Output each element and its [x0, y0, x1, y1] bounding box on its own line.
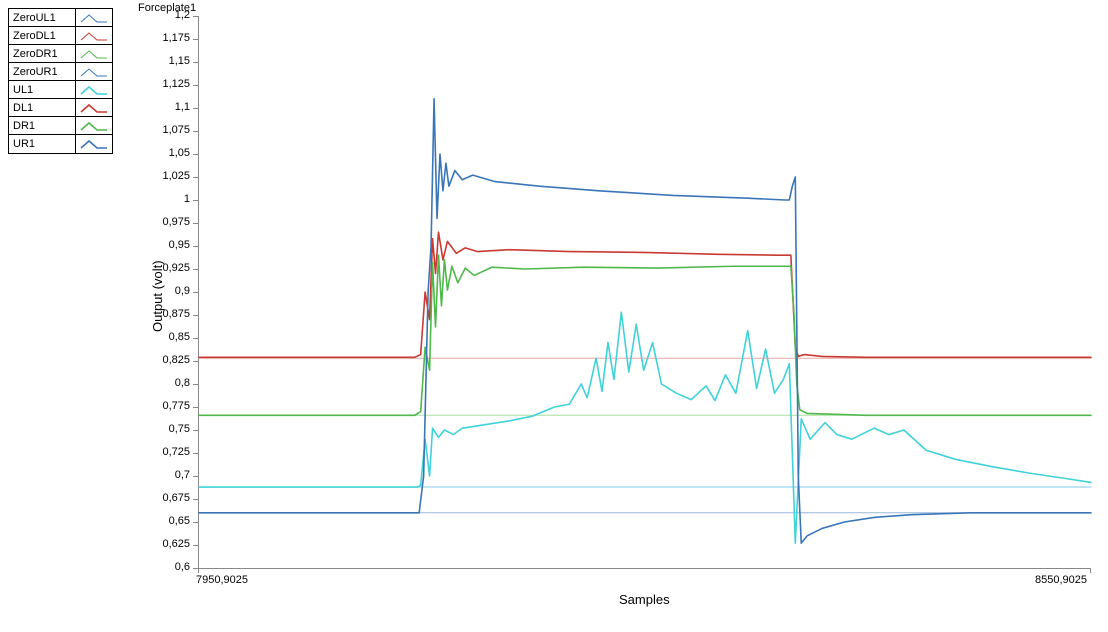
y-tick — [193, 246, 198, 247]
y-tick — [193, 430, 198, 431]
y-tick — [193, 16, 198, 17]
y-tick-label: 0,65 — [169, 515, 190, 527]
y-tick-label: 0,8 — [175, 377, 190, 389]
legend-label: DR1 — [9, 117, 76, 135]
y-tick — [193, 361, 198, 362]
y-tick-label: 0,6 — [175, 561, 190, 573]
legend: ZeroUL1ZeroDL1ZeroDR1ZeroUR1UL1DL1DR1UR1 — [8, 8, 113, 154]
y-tick-label: 0,625 — [162, 538, 190, 550]
legend-label: ZeroUR1 — [9, 63, 76, 81]
y-tick-label: 0,725 — [162, 446, 190, 458]
y-tick — [193, 223, 198, 224]
y-tick — [193, 269, 198, 270]
y-tick-label: 1,125 — [162, 78, 190, 90]
y-tick-label: 1,025 — [162, 170, 190, 182]
legend-swatch — [76, 81, 112, 99]
y-tick-label: 0,9 — [175, 285, 190, 297]
y-tick-label: 0,75 — [169, 423, 190, 435]
y-tick — [193, 131, 198, 132]
legend-swatch — [76, 45, 112, 63]
y-tick — [193, 407, 198, 408]
series-UL1 — [199, 312, 1091, 543]
legend-item: ZeroUL1 — [9, 9, 112, 27]
legend-label: UL1 — [9, 81, 76, 99]
x-tick-label: 8550,9025 — [1035, 574, 1087, 586]
legend-item: UR1 — [9, 135, 112, 153]
y-tick-label: 1,1 — [175, 101, 190, 113]
y-tick-label: 0,675 — [162, 492, 190, 504]
y-tick — [193, 499, 198, 500]
y-tick-label: 0,875 — [162, 308, 190, 320]
y-tick-label: 0,775 — [162, 400, 190, 412]
y-tick — [193, 39, 198, 40]
y-tick-label: 1,175 — [162, 32, 190, 44]
legend-swatch — [76, 9, 112, 27]
y-tick — [193, 154, 198, 155]
y-tick-label: 1,075 — [162, 124, 190, 136]
y-tick-label: 0,95 — [169, 239, 190, 251]
legend-swatch — [76, 63, 112, 81]
y-tick — [193, 292, 198, 293]
y-tick-label: 0,7 — [175, 469, 190, 481]
y-tick-label: 0,85 — [169, 331, 190, 343]
legend-item: ZeroDR1 — [9, 45, 112, 63]
legend-item: DR1 — [9, 117, 112, 135]
y-tick — [193, 177, 198, 178]
x-tick — [198, 568, 199, 573]
legend-item: ZeroDL1 — [9, 27, 112, 45]
legend-label: DL1 — [9, 99, 76, 117]
y-tick-label: 1,2 — [175, 9, 190, 21]
y-tick-label: 0,925 — [162, 262, 190, 274]
y-tick-label: 0,975 — [162, 216, 190, 228]
legend-swatch — [76, 117, 112, 135]
legend-swatch — [76, 27, 112, 45]
legend-label: UR1 — [9, 135, 76, 153]
legend-label: ZeroDL1 — [9, 27, 76, 45]
series-DR1 — [199, 255, 1091, 415]
y-tick-label: 0,825 — [162, 354, 190, 366]
y-tick — [193, 108, 198, 109]
legend-item: ZeroUR1 — [9, 63, 112, 81]
x-tick — [1090, 568, 1091, 573]
legend-label: ZeroUL1 — [9, 9, 76, 27]
series-DL1 — [199, 232, 1091, 357]
y-tick — [193, 62, 198, 63]
chart-svg — [199, 16, 1091, 568]
y-tick — [193, 476, 198, 477]
series-UR1 — [199, 99, 1091, 543]
y-tick-label: 1 — [184, 193, 190, 205]
y-tick — [193, 453, 198, 454]
y-tick — [193, 522, 198, 523]
legend-swatch — [76, 135, 112, 153]
plot-area — [198, 16, 1091, 569]
legend-swatch — [76, 99, 112, 117]
y-tick — [193, 338, 198, 339]
legend-item: UL1 — [9, 81, 112, 99]
x-axis-label: Samples — [619, 592, 670, 607]
x-tick-label: 7950,9025 — [196, 574, 248, 586]
y-tick — [193, 315, 198, 316]
legend-item: DL1 — [9, 99, 112, 117]
y-tick — [193, 85, 198, 86]
y-tick — [193, 384, 198, 385]
legend-label: ZeroDR1 — [9, 45, 76, 63]
y-tick — [193, 545, 198, 546]
y-tick-label: 1,15 — [169, 55, 190, 67]
y-tick-label: 1,05 — [169, 147, 190, 159]
y-tick — [193, 200, 198, 201]
